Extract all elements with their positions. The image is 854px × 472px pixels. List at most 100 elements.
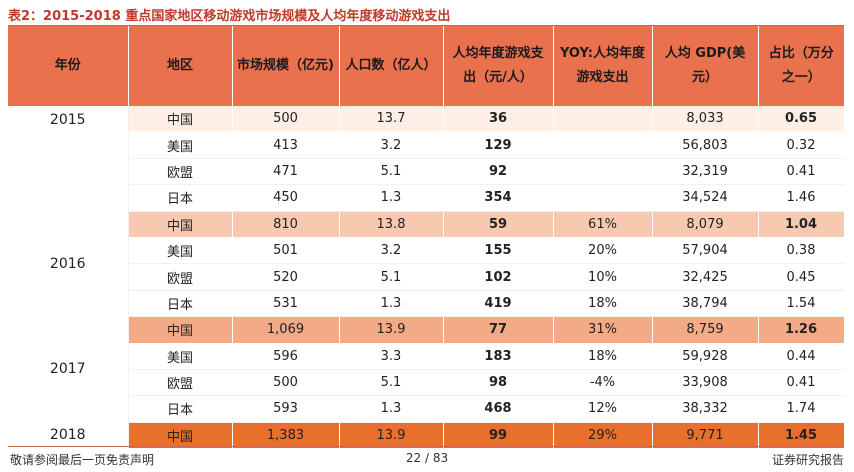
yoy-cell: 18% [553, 343, 653, 370]
table-row: 欧盟 520 5.1 102 10% 32,425 0.45 [8, 263, 845, 291]
yoy-cell: 20% [553, 237, 653, 265]
market-cell: 501 [232, 237, 340, 265]
region-cell: 日本 [128, 395, 233, 423]
population-cell: 5.1 [339, 369, 444, 397]
spend-cell: 99 [443, 422, 554, 450]
yoy-cell [553, 106, 653, 133]
gdp-cell: 32,319 [652, 158, 759, 186]
market-cell: 593 [232, 395, 340, 423]
table-row: 2018 中国 1,383 13.9 99 29% 9,771 1.45 [8, 422, 845, 450]
market-cell: 471 [232, 158, 340, 186]
region-cell: 日本 [128, 290, 233, 318]
population-cell: 13.9 [339, 316, 444, 344]
ratio-cell: 1.26 [758, 316, 845, 344]
region-cell: 美国 [128, 343, 233, 370]
year-cell: 2016 [8, 211, 129, 318]
region-cell: 中国 [128, 316, 233, 344]
market-cell: 413 [232, 131, 340, 159]
col-header-ratio: 占比（万分之一） [758, 26, 844, 106]
ratio-cell: 0.38 [758, 237, 845, 265]
region-cell: 中国 [128, 422, 233, 450]
ratio-cell: 1.54 [758, 290, 845, 318]
population-cell: 1.3 [339, 290, 444, 318]
yoy-cell: 10% [553, 263, 653, 291]
ratio-cell: 0.65 [758, 106, 845, 133]
page-number: 22 / 83 [405, 451, 449, 465]
market-cell: 500 [232, 369, 340, 397]
yoy-cell: 29% [553, 422, 653, 450]
spend-cell: 36 [443, 106, 554, 133]
gdp-cell: 8,079 [652, 211, 759, 238]
report-label: 证券研究报告 [771, 453, 844, 467]
header-row: 年份 地区 市场规模（亿元) 人口数（亿人） 人均年度游戏支出（元/人） YOY… [8, 26, 844, 106]
yoy-cell: 18% [553, 290, 653, 318]
disclaimer-note: 敬请参阅最后一页免责声明 [10, 453, 155, 467]
population-cell: 5.1 [339, 158, 444, 186]
spend-cell: 468 [443, 395, 554, 423]
region-cell: 中国 [128, 211, 233, 238]
population-cell: 1.3 [339, 395, 444, 423]
ratio-cell: 0.41 [758, 158, 845, 186]
footer-rule [8, 446, 844, 447]
population-cell: 13.9 [339, 422, 444, 450]
table-row: 2017 中国 1,069 13.9 77 31% 8,759 1.26 [8, 316, 845, 423]
col-header-market: 市场规模（亿元) [232, 26, 340, 106]
col-header-yoy: YOY:人均年度游戏支出 [553, 26, 653, 106]
col-header-year: 年份 [8, 26, 129, 106]
col-header-spend: 人均年度游戏支出（元/人） [443, 26, 554, 106]
population-cell: 1.3 [339, 184, 444, 212]
table-title: 表2：2015-2018 重点国家地区移动游戏市场规模及人均年度移动游戏支出 [8, 9, 451, 24]
spend-cell: 419 [443, 290, 554, 318]
yoy-cell [553, 158, 653, 186]
spend-cell: 129 [443, 131, 554, 159]
region-cell: 美国 [128, 237, 233, 265]
gdp-cell: 8,033 [652, 106, 759, 133]
ratio-cell: 0.44 [758, 343, 845, 370]
game-market-table: 年份 地区 市场规模（亿元) 人口数（亿人） 人均年度游戏支出（元/人） YOY… [8, 26, 845, 450]
population-cell: 13.8 [339, 211, 444, 238]
table-row: 美国 596 3.3 183 18% 59,928 0.44 [8, 343, 845, 370]
year-cell: 2017 [8, 316, 129, 423]
title-rule [8, 25, 844, 26]
gdp-cell: 59,928 [652, 343, 759, 370]
table-row: 欧盟 471 5.1 92 32,319 0.41 [8, 158, 845, 186]
spend-cell: 102 [443, 263, 554, 291]
population-cell: 3.2 [339, 131, 444, 159]
table-row: 日本 531 1.3 419 18% 38,794 1.54 [8, 290, 845, 318]
gdp-cell: 33,908 [652, 369, 759, 397]
market-cell: 531 [232, 290, 340, 318]
year-cell: 2015 [8, 106, 129, 212]
gdp-cell: 56,803 [652, 131, 759, 159]
table-row: 美国 501 3.2 155 20% 57,904 0.38 [8, 237, 845, 265]
ratio-cell: 0.32 [758, 131, 845, 159]
ratio-cell: 0.45 [758, 263, 845, 291]
table-row: 日本 593 1.3 468 12% 38,332 1.74 [8, 395, 845, 423]
table-row: 2016 中国 810 13.8 59 61% 8,079 1.04 [8, 211, 845, 318]
yoy-cell: 61% [553, 211, 653, 238]
spend-cell: 92 [443, 158, 554, 186]
market-cell: 596 [232, 343, 340, 370]
gdp-cell: 8,759 [652, 316, 759, 344]
col-header-population: 人口数（亿人） [339, 26, 444, 106]
ratio-cell: 1.45 [758, 422, 845, 450]
col-header-region: 地区 [128, 26, 233, 106]
table-row: 2015 中国 500 13.7 36 8,033 0.65 [8, 106, 845, 212]
population-cell: 3.3 [339, 343, 444, 370]
yoy-cell [553, 131, 653, 159]
gdp-cell: 32,425 [652, 263, 759, 291]
yoy-cell: 12% [553, 395, 653, 423]
table-row: 欧盟 500 5.1 98 -4% 33,908 0.41 [8, 369, 845, 397]
region-cell: 美国 [128, 131, 233, 159]
yoy-cell: 31% [553, 316, 653, 344]
ratio-cell: 0.41 [758, 369, 845, 397]
gdp-cell: 34,524 [652, 184, 759, 212]
table-row: 日本 450 1.3 354 34,524 1.46 [8, 184, 845, 212]
spend-cell: 59 [443, 211, 554, 238]
yoy-cell [553, 184, 653, 212]
ratio-cell: 1.74 [758, 395, 845, 423]
ratio-cell: 1.04 [758, 211, 845, 238]
region-cell: 欧盟 [128, 158, 233, 186]
gdp-cell: 9,771 [652, 422, 759, 450]
table-row: 美国 413 3.2 129 56,803 0.32 [8, 131, 845, 159]
region-cell: 欧盟 [128, 263, 233, 291]
